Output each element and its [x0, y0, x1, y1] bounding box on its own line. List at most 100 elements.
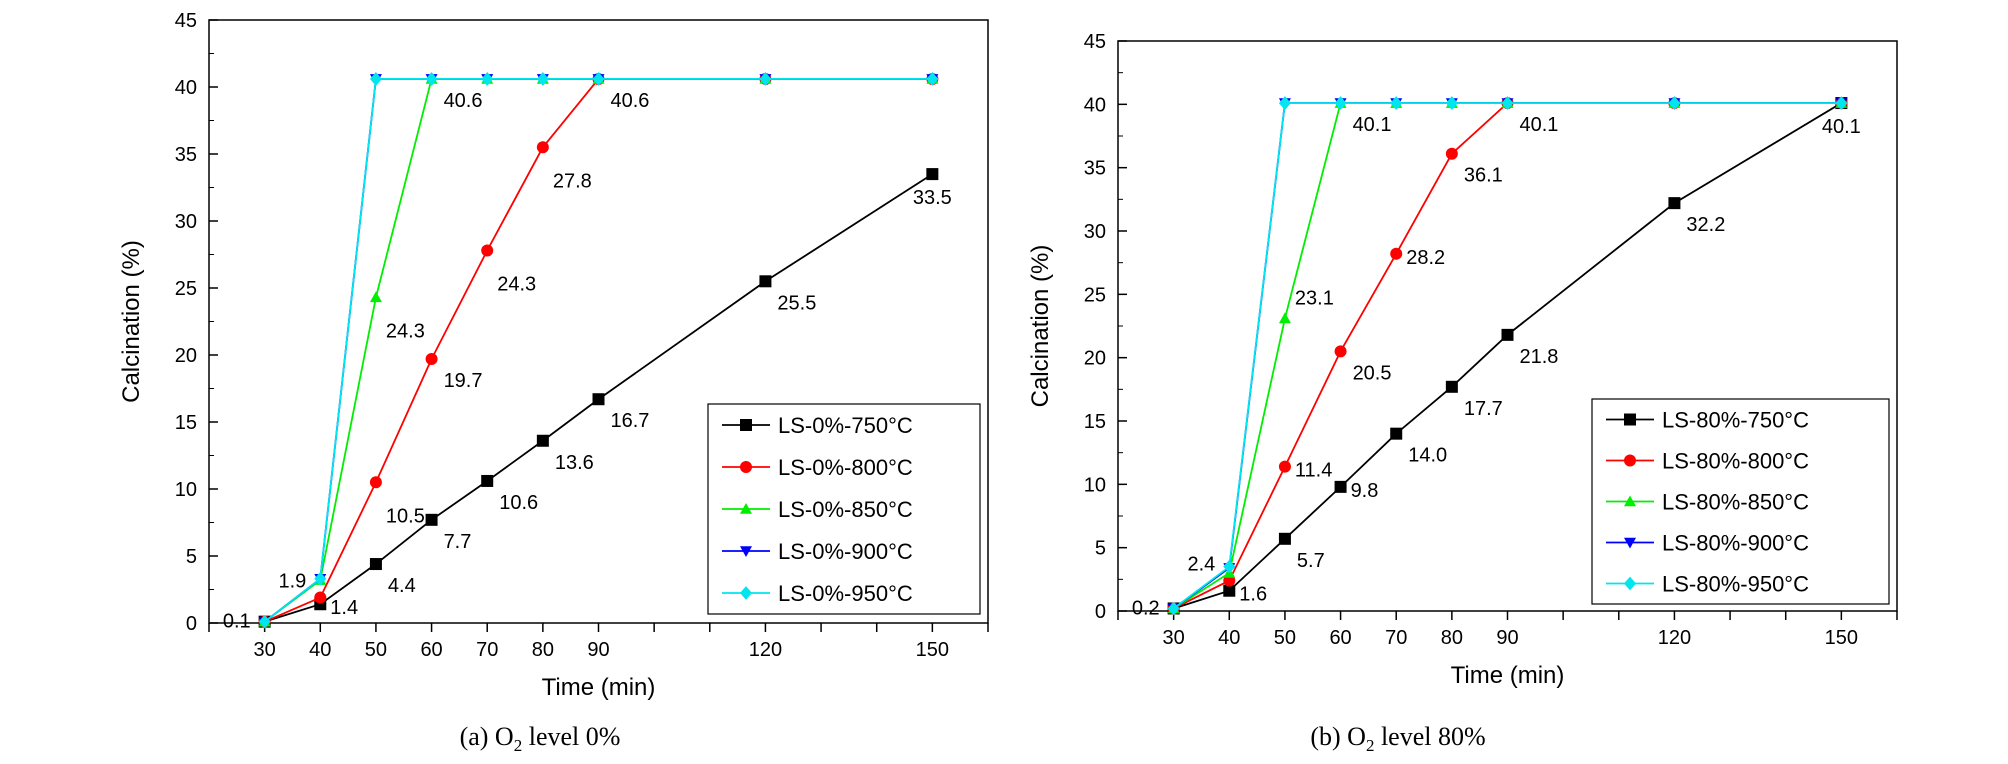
legend-entry: LS-80%-950°C: [1662, 572, 1809, 597]
y-tick-label: 30: [175, 211, 197, 233]
data-label: 24.3: [386, 320, 425, 342]
y-axis-label: Calcination (%): [118, 240, 145, 403]
legend-entry: LS-0%-900°C: [778, 539, 913, 564]
data-label: 1.9: [278, 571, 306, 593]
data-point: [1334, 480, 1347, 493]
y-tick-label: 10: [175, 479, 197, 501]
data-label: 32.2: [1686, 214, 1725, 236]
legend-marker: [740, 461, 752, 473]
data-label: 21.8: [1520, 346, 1559, 368]
data-label: 40.1: [1822, 116, 1861, 138]
data-label: 40.6: [444, 90, 483, 112]
data-point: [1334, 345, 1347, 358]
data-point: [481, 72, 494, 86]
data-label: 4.4: [388, 575, 416, 597]
data-point: [1501, 328, 1514, 341]
data-point: [1223, 584, 1236, 597]
data-label: 40.1: [1520, 114, 1559, 136]
data-label: 25.5: [777, 292, 816, 314]
y-axis-label: Calcination (%): [1027, 245, 1054, 408]
data-point: [1278, 460, 1291, 473]
y-tick-label: 40: [175, 77, 197, 99]
legend-marker: [1624, 537, 1636, 549]
x-tick-label: 120: [749, 639, 782, 661]
y-tick-label: 20: [1084, 348, 1106, 370]
data-point: [425, 353, 438, 366]
data-label: 14.0: [1408, 445, 1447, 467]
legend-entry: LS-80%-900°C: [1662, 531, 1809, 556]
data-point: [926, 168, 939, 181]
x-tick-label: 150: [1825, 627, 1858, 649]
legend-entry: LS-80%-850°C: [1662, 490, 1809, 515]
x-tick-label: 90: [1496, 627, 1518, 649]
legend-marker: [1624, 495, 1636, 507]
data-label: 7.7: [444, 531, 472, 553]
data-label: 2.4: [1187, 554, 1215, 576]
y-tick-label: 0: [186, 613, 197, 635]
legend-entry: LS-0%-950°C: [778, 581, 913, 606]
legend-marker: [740, 503, 752, 514]
data-point: [314, 571, 327, 586]
x-tick-label: 80: [1441, 627, 1463, 649]
y-tick-label: 5: [186, 546, 197, 568]
y-tick-label: 45: [1084, 31, 1106, 53]
y-tick-label: 40: [1084, 94, 1106, 116]
legend-marker: [740, 546, 752, 557]
legend-marker: [740, 586, 752, 600]
y-tick-label: 20: [175, 345, 197, 367]
data-label: 19.7: [444, 370, 483, 392]
data-label: 1.4: [330, 597, 358, 619]
x-tick-label: 40: [309, 639, 331, 661]
legend-marker: [1624, 454, 1636, 467]
data-label: 36.1: [1464, 165, 1503, 187]
x-tick-label: 70: [1385, 627, 1407, 649]
data-point: [1390, 247, 1403, 260]
x-axis-label: Time (min): [1451, 662, 1565, 689]
data-point: [592, 393, 605, 406]
data-point: [926, 72, 939, 86]
chart-panel-a: 0 5 10 15 20 25 30 35 40 45 30 40 50 60 70 80 90 120 150 Ti…: [118, 10, 989, 755]
data-label: 16.7: [611, 410, 650, 432]
x-tick-label: 90: [587, 639, 609, 661]
x-axis-label: Time (min): [542, 674, 656, 701]
data-point: [1835, 96, 1848, 110]
data-point: [1278, 312, 1291, 324]
data-label: 5.7: [1297, 550, 1325, 572]
data-label: 0.2: [1132, 597, 1160, 619]
legend-entry: LS-80%-750°C: [1662, 408, 1809, 433]
legend-entry: LS-0%-750°C: [778, 413, 913, 438]
x-tick-label: 50: [1274, 627, 1296, 649]
figure-caption: (b) O2 level 80%: [1310, 722, 1485, 755]
data-label: 13.6: [555, 452, 594, 474]
x-tick-label: 120: [1658, 627, 1691, 649]
data-point: [425, 72, 438, 86]
data-label: 9.8: [1351, 480, 1379, 502]
legend-marker: [740, 419, 752, 431]
y-tick-label: 35: [1084, 158, 1106, 180]
x-tick-label: 80: [532, 639, 554, 661]
x-tick-label: 40: [1218, 627, 1240, 649]
data-label: 24.3: [497, 273, 536, 295]
data-point: [369, 476, 382, 489]
data-point: [258, 614, 271, 629]
data-point: [1445, 147, 1458, 160]
data-point: [759, 275, 772, 288]
data-point: [759, 72, 772, 86]
y-tick-label: 30: [1084, 221, 1106, 243]
data-point: [1668, 197, 1681, 210]
data-label: 28.2: [1406, 247, 1445, 269]
data-point: [1278, 532, 1291, 545]
data-point: [369, 291, 382, 303]
legend: LS-80%-750°C LS-80%-800°C LS-80%-850°C LS-8…: [1591, 398, 1890, 605]
data-point: [592, 72, 605, 86]
data-label: 33.5: [913, 187, 952, 209]
data-point: [369, 558, 382, 571]
y-tick-label: 10: [1084, 474, 1106, 496]
legend-marker: [1624, 413, 1636, 426]
y-tick-label: 15: [1084, 411, 1106, 433]
legend-entry: LS-80%-800°C: [1662, 449, 1809, 474]
legend: LS-0%-750°C LS-0%-800°C LS-0%-850°C LS-0%-9…: [707, 403, 981, 615]
data-label: 11.4: [1295, 460, 1332, 482]
data-point: [314, 591, 327, 604]
